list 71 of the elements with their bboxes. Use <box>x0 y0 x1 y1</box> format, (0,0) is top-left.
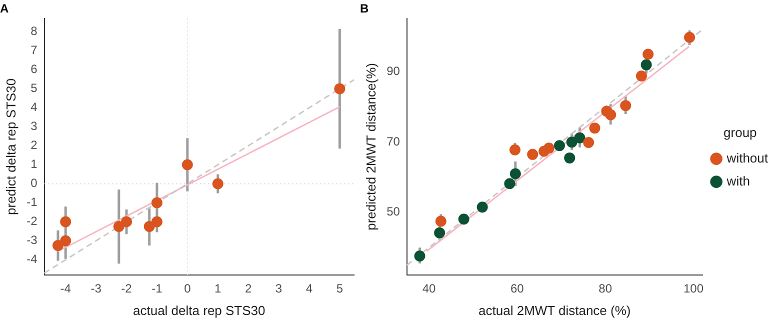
point <box>151 216 162 228</box>
y-tick-label: 5 <box>30 81 38 96</box>
x-tick-label: 5 <box>336 282 344 296</box>
point <box>121 216 132 228</box>
x-tick-label: 80 <box>598 282 612 296</box>
point <box>510 168 521 180</box>
point <box>583 136 594 148</box>
y-tick-label: 90 <box>386 64 400 78</box>
y-tick-label: -1 <box>26 195 38 210</box>
y-axis-title: predicted 2MWT distance(%) <box>363 63 378 230</box>
x-tick-label: -3 <box>90 282 102 296</box>
y-tick-label: 8 <box>30 24 38 38</box>
x-axis-title: actual delta rep STS30 <box>133 302 266 318</box>
x-tick-label: 100 <box>683 282 704 296</box>
y-tick-label: 3 <box>30 119 38 134</box>
legend-label: with <box>726 173 750 188</box>
point <box>589 122 600 134</box>
y-tick-label: 2 <box>30 138 38 152</box>
point <box>636 70 647 82</box>
point <box>564 152 576 164</box>
chart-title: B <box>360 2 369 16</box>
point <box>476 202 488 213</box>
y-tick-label: 4 <box>30 100 38 114</box>
x-tick-label: 40 <box>422 282 436 296</box>
point <box>509 144 520 156</box>
point <box>182 159 193 170</box>
legend-label: without <box>726 150 768 166</box>
point <box>414 250 426 262</box>
x-tick-label: -4 <box>60 282 72 296</box>
point <box>527 148 538 160</box>
point <box>52 240 64 252</box>
point <box>212 178 224 190</box>
chart-title: A <box>0 2 9 16</box>
x-tick-label: 0 <box>184 282 192 296</box>
y-tick-label: 6 <box>30 62 38 76</box>
point <box>554 140 565 152</box>
point <box>144 221 155 232</box>
x-tick-label: 2 <box>244 282 252 296</box>
x-tick-label: 60 <box>510 282 524 296</box>
x-tick-label: 4 <box>306 282 313 296</box>
x-tick-label: -1 <box>152 282 163 296</box>
point <box>574 132 586 144</box>
y-tick-label: 0 <box>30 176 38 190</box>
y-tick-label: 7 <box>30 43 38 58</box>
point <box>113 221 124 232</box>
y-tick-label: -3 <box>26 233 38 248</box>
y-tick-label: -4 <box>26 252 38 266</box>
point <box>684 32 696 43</box>
x-axis-title: actual 2MWT distance (%) <box>478 302 631 318</box>
y-axis-title: predict delta rep STS30 <box>3 78 18 215</box>
point <box>334 83 346 94</box>
point <box>620 100 632 112</box>
point <box>566 136 578 148</box>
point <box>434 227 446 238</box>
point <box>543 142 554 154</box>
legend-title: group <box>724 124 757 140</box>
point <box>640 59 652 70</box>
point <box>60 216 72 228</box>
y-tick-label: -2 <box>26 214 38 228</box>
y-tick-label: 1 <box>30 157 38 172</box>
point <box>504 178 516 190</box>
y-tick-label: 50 <box>386 204 400 219</box>
point <box>151 197 162 208</box>
x-tick-label: -2 <box>121 282 132 296</box>
point <box>642 48 654 60</box>
x-tick-label: 1 <box>214 282 222 296</box>
point <box>605 109 616 120</box>
point <box>60 235 72 246</box>
point <box>458 214 470 225</box>
y-tick-label: 70 <box>386 134 400 148</box>
x-tick-label: 3 <box>275 282 282 296</box>
